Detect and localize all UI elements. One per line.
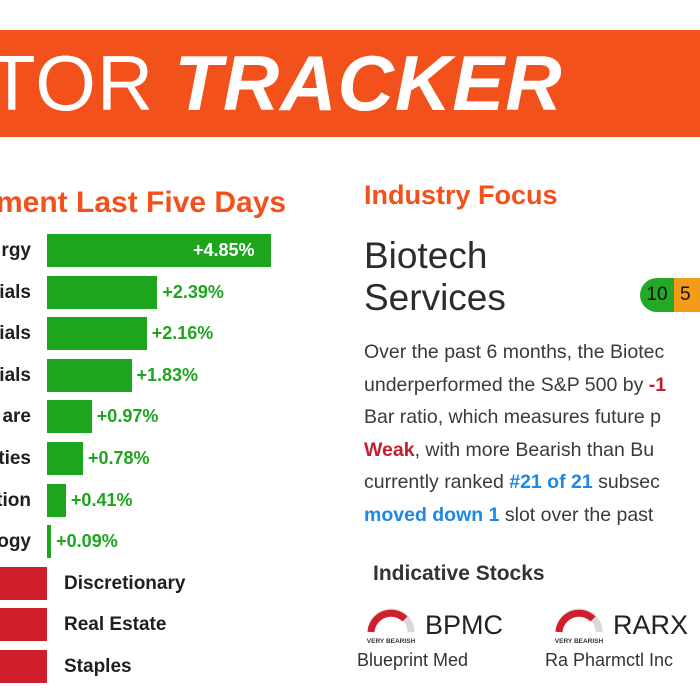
desc-line: Over the past 6 months, the Biotec — [364, 341, 665, 363]
sector-bar — [0, 566, 47, 600]
sector-bar — [47, 275, 158, 309]
bar-value-label: +0.41% — [70, 489, 133, 510]
sector-label: are — [2, 406, 31, 428]
rank-orange-segment: 5 — [674, 278, 700, 312]
sector-label: ogy — [0, 531, 31, 553]
sector-chart-heading: ment Last Five Days — [0, 186, 287, 219]
rank-green-segment: 10 — [640, 278, 674, 312]
stock-company: Blueprint Med — [357, 650, 469, 670]
bearish-gauge-icon: VERY BEARISH — [367, 608, 416, 645]
sector-label: Staples — [64, 656, 132, 677]
bar-value-label: +0.09% — [56, 531, 118, 552]
stock-ticker: BPMC — [425, 610, 504, 640]
desc-line: underperformed the S&P 500 by -1 — [364, 373, 667, 396]
industry-description: Over the past 6 months, the Biotec under… — [364, 336, 700, 531]
industry-focus-heading: Industry Focus — [364, 180, 558, 210]
sector-label: ties — [0, 448, 31, 469]
header-banner: TOR TRACKER — [0, 30, 700, 137]
sector-bar — [47, 442, 84, 475]
underperformance-value: -1 — [648, 373, 667, 396]
bar-value-label: +2.16% — [151, 323, 214, 344]
stock-rating: VERY BEARISH — [555, 638, 604, 645]
sector-bar — [47, 317, 147, 351]
sector-label: ials — [0, 323, 31, 345]
banner-title-part2: TRACKER — [174, 39, 563, 127]
sector-bar — [47, 525, 52, 559]
desc-line: Bar ratio, which measures future p — [364, 406, 661, 428]
industry-name-line2: Services — [364, 277, 506, 318]
bar-value-label: +2.39% — [162, 281, 224, 302]
sector-bar — [0, 650, 47, 683]
sector-label: ials — [0, 281, 31, 303]
sector-bar-chart: rgy +4.85% ials +2.39% ials +2.16% ials +1.83% a… — [0, 0, 340, 700]
rank-change: moved down 1 — [364, 503, 500, 526]
banner-title: TOR TRACKER — [0, 38, 563, 128]
bar-value-label: +0.97% — [96, 406, 159, 427]
sector-label: Real Estate — [64, 614, 167, 636]
rank-badge: 10 5 — [640, 278, 700, 312]
bar-value-label: +0.78% — [88, 448, 150, 468]
sector-bar — [0, 608, 47, 642]
sector-bar — [47, 400, 92, 434]
sector-bar — [47, 358, 132, 392]
stock-ticker: RARX — [613, 610, 689, 640]
sector-label: rgy — [1, 240, 31, 261]
bar-value-label: +4.85% — [193, 240, 255, 260]
sector-label: tion — [0, 489, 31, 511]
sector-label: Discretionary — [64, 572, 186, 594]
desc-line: moved down 1 slot over the past — [364, 503, 654, 526]
ratio-rating: Weak — [364, 438, 415, 461]
bar-value-label: +1.83% — [136, 364, 199, 385]
bearish-gauge-icon: VERY BEARISH — [555, 608, 604, 645]
indicative-stocks-heading: Indicative Stocks — [373, 562, 545, 585]
sector-bar — [47, 483, 66, 517]
sector-bar — [47, 234, 271, 267]
desc-line: currently ranked #21 of 21 subsec — [364, 471, 660, 493]
sector-label: ials — [0, 364, 31, 386]
industry-name: Biotech Services — [364, 235, 664, 319]
desc-line: Weak, with more Bearish than Bu — [364, 438, 655, 461]
industry-name-line1: Biotech — [364, 235, 488, 276]
stock-rating: VERY BEARISH — [367, 638, 416, 645]
rank-value: #21 of 21 — [509, 471, 593, 493]
banner-title-part1: TOR — [0, 39, 155, 127]
stock-company: Ra Pharmctl Inc — [545, 650, 674, 670]
